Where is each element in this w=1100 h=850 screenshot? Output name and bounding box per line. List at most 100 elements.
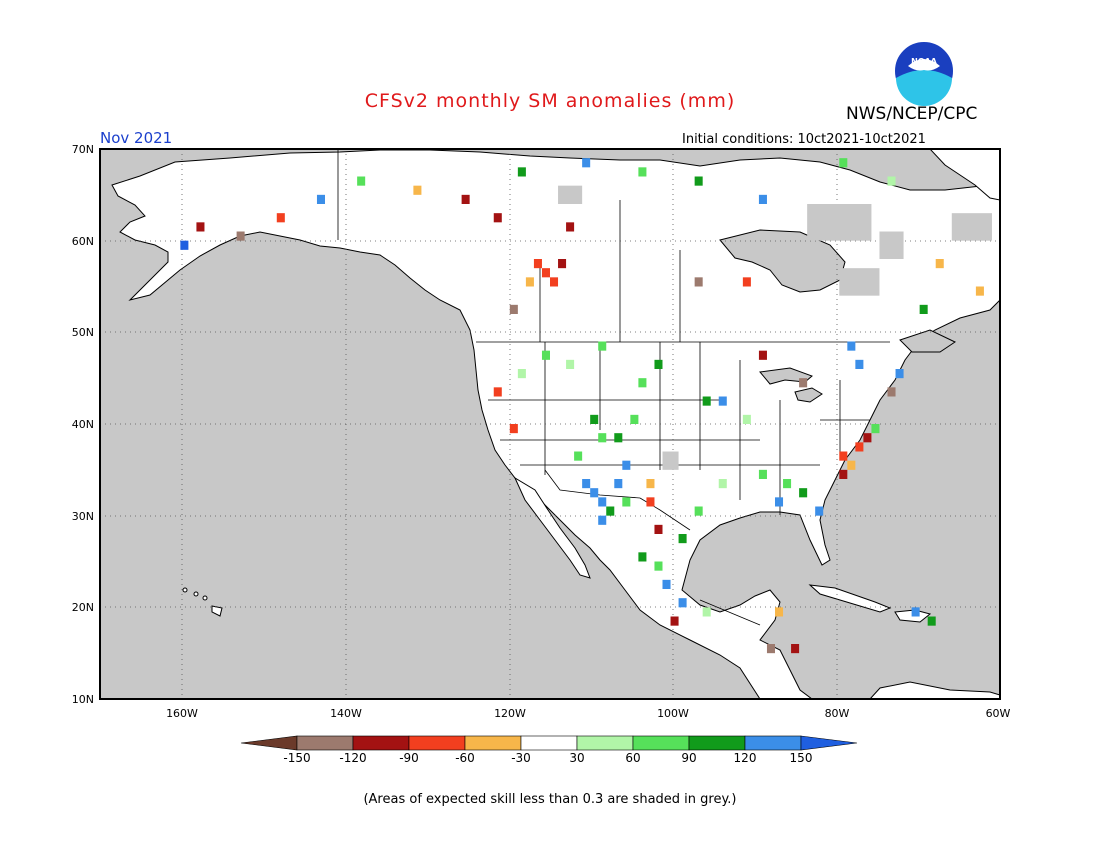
anomaly-cell — [678, 534, 687, 544]
anomaly-cell — [742, 414, 751, 424]
latitude-labels: 10N 20N 30N 40N 50N 60N 70N — [72, 143, 94, 706]
anomaly-cell — [517, 167, 526, 177]
colorbar-segment — [632, 735, 690, 751]
colorbar-label: 150 — [790, 751, 813, 765]
anomaly-cell — [758, 350, 767, 360]
anomaly-cell — [847, 341, 856, 351]
anomaly-cell — [654, 561, 663, 571]
longitude-labels: 160W 140W 120W 100W 80W 60W — [166, 707, 1010, 720]
noaa-logo: NOAA — [893, 40, 955, 106]
no-skill-cell — [839, 268, 880, 296]
anomaly-cell — [662, 579, 671, 589]
anomaly-cell — [638, 378, 647, 388]
anomaly-cell — [461, 194, 470, 204]
anomaly-cell — [413, 185, 422, 195]
colorbar-label: -120 — [339, 751, 366, 765]
anomaly-cell — [509, 424, 518, 434]
colorbar-segment — [520, 735, 578, 751]
anomaly-cell — [582, 158, 591, 168]
noaa-logo-text: NOAA — [911, 57, 937, 66]
lon-label: 140W — [330, 707, 362, 720]
anomaly-cell — [799, 488, 808, 498]
anomaly-cell — [847, 460, 856, 470]
anomaly-cell — [598, 515, 607, 525]
anomaly-cell — [276, 213, 285, 223]
no-skill-shading — [558, 185, 992, 470]
colorbar-segment — [744, 735, 802, 751]
anomaly-cell — [678, 598, 687, 608]
lat-label: 40N — [72, 418, 94, 431]
anomaly-cell — [582, 479, 591, 489]
anomaly-cell — [646, 479, 655, 489]
anomaly-cell — [606, 506, 615, 516]
anomaly-cell — [975, 286, 984, 296]
anomaly-cell — [493, 387, 502, 397]
anomaly-cell — [533, 259, 542, 269]
lon-label: 80W — [825, 707, 850, 720]
colorbar-segment — [688, 735, 746, 751]
anomaly-cell — [791, 644, 800, 654]
anomaly-cell — [357, 176, 366, 186]
anomaly-cell — [815, 506, 824, 516]
colorbar-segment — [408, 735, 466, 751]
anomaly-cell — [574, 451, 583, 461]
anomaly-cell — [550, 277, 559, 287]
no-skill-cell — [951, 213, 992, 241]
colorbar-label: -150 — [283, 751, 310, 765]
colorbar-label: 90 — [681, 751, 696, 765]
anomaly-cell — [646, 497, 655, 507]
anomaly-cell — [566, 359, 575, 369]
anomaly-cell — [590, 414, 599, 424]
lat-label: 20N — [72, 601, 94, 614]
anomaly-cell — [783, 479, 792, 489]
colorbar-label: 120 — [734, 751, 757, 765]
anomaly-cell — [622, 460, 631, 470]
anomaly-cell — [654, 524, 663, 534]
anomaly-cell — [766, 644, 775, 654]
anomaly-cell — [654, 359, 663, 369]
anomaly-cell — [927, 616, 936, 626]
anomaly-cell — [887, 176, 896, 186]
colorbar-labels: -150 -120 -90 -60 -30 30 60 90 120 150 — [283, 751, 812, 765]
political-boundaries — [337, 150, 890, 626]
anomaly-cell — [509, 304, 518, 314]
anomaly-cell — [630, 414, 639, 424]
anomaly-cell — [598, 433, 607, 443]
colorbar-segment — [464, 735, 522, 751]
anomaly-cell — [694, 506, 703, 516]
map-plot-area — [100, 149, 1000, 699]
colorbar-label: -60 — [455, 751, 475, 765]
anomaly-cell — [742, 277, 751, 287]
anomaly-cell — [196, 222, 205, 232]
anomaly-cell — [614, 479, 623, 489]
colorbar-segment — [800, 735, 858, 751]
anomaly-cell — [525, 277, 534, 287]
map-frame — [99, 148, 1001, 700]
anomaly-cell — [775, 607, 784, 617]
anomaly-cell — [614, 433, 623, 443]
lon-label: 160W — [166, 707, 198, 720]
anomaly-cell — [638, 167, 647, 177]
anomaly-cell — [758, 194, 767, 204]
anomaly-cell — [919, 304, 928, 314]
anomaly-cell — [855, 359, 864, 369]
anomaly-cell — [911, 607, 920, 617]
colorbar-segment — [352, 735, 410, 751]
hudson-bay — [719, 229, 846, 293]
colorbar-segment — [576, 735, 634, 751]
no-skill-cell — [558, 185, 583, 204]
lat-label: 50N — [72, 326, 94, 339]
anomaly-cell — [702, 396, 711, 406]
anomaly-cell — [758, 469, 767, 479]
no-skill-cell — [807, 204, 872, 241]
anomaly-cell — [180, 240, 189, 250]
lat-label: 60N — [72, 235, 94, 248]
anomaly-cell — [558, 259, 567, 269]
lon-label: 120W — [494, 707, 526, 720]
anomaly-cell — [694, 277, 703, 287]
lat-label: 30N — [72, 510, 94, 523]
footnote: (Areas of expected skill less than 0.3 a… — [363, 792, 737, 807]
lat-label: 10N — [72, 693, 94, 706]
anomaly-cell — [702, 607, 711, 617]
anomaly-cell — [622, 497, 631, 507]
